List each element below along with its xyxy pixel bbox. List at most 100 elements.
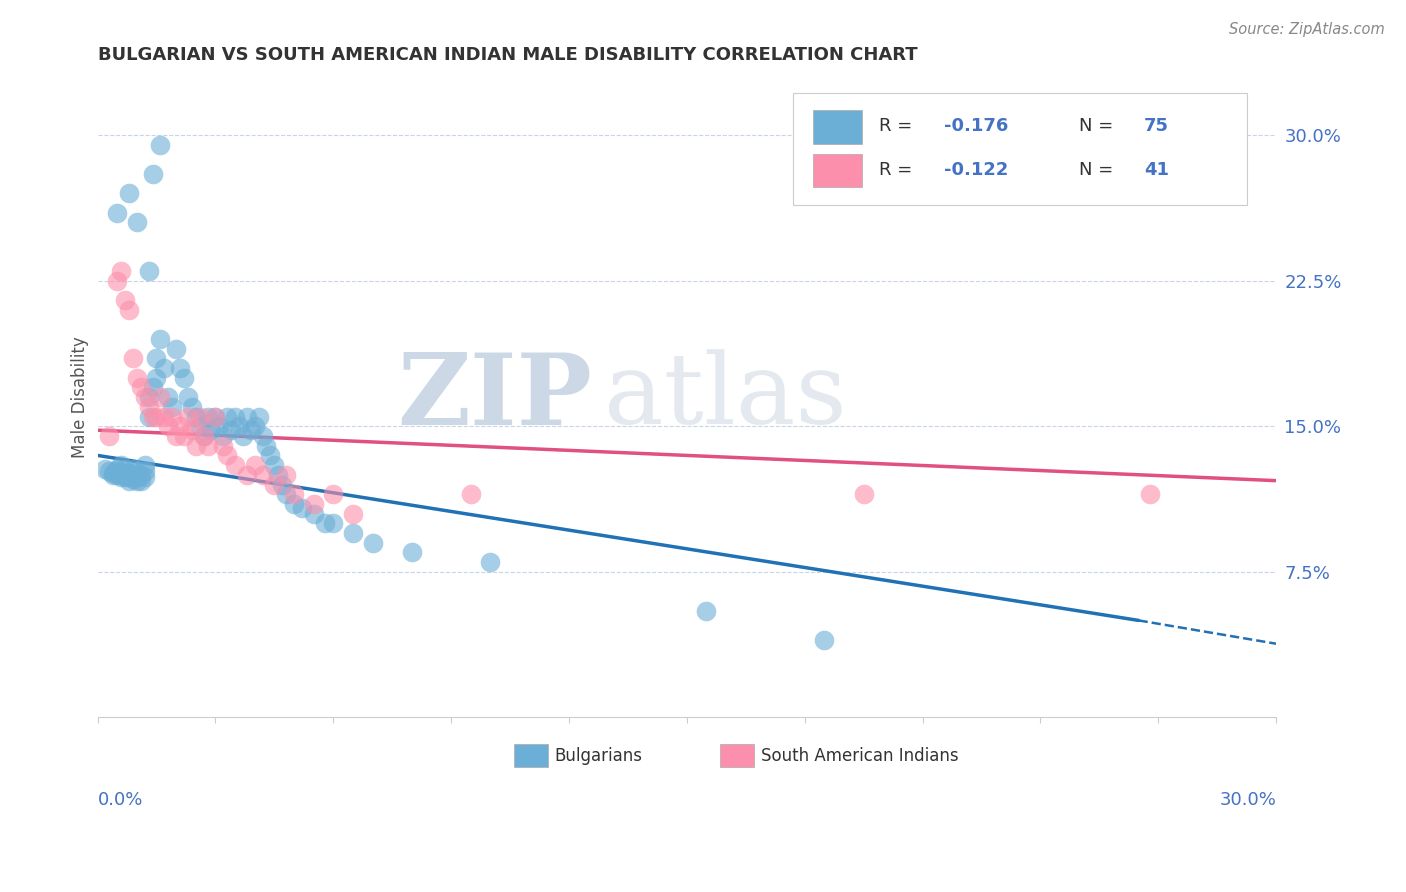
Point (695, 604, 717, 618)
Point (110, 458, 132, 472)
FancyBboxPatch shape (813, 153, 862, 187)
Point (200, 423, 222, 437)
Text: ZIP: ZIP (398, 349, 592, 446)
Point (129, 474, 152, 488)
Point (1139, 487, 1161, 501)
Point (138, 390, 160, 404)
Text: 75: 75 (1144, 117, 1168, 136)
Point (243, 458, 266, 472)
Point (342, 526, 364, 541)
Point (169, 361, 191, 376)
Point (105, 462, 128, 476)
Point (256, 439, 278, 453)
Point (105, 464, 128, 478)
Point (118, 469, 141, 483)
Point (247, 409, 270, 424)
Point (267, 467, 290, 482)
Point (145, 351, 167, 366)
Point (122, 467, 145, 482)
Point (813, 632, 835, 647)
Point (157, 390, 180, 404)
Point (129, 467, 152, 482)
Point (276, 467, 298, 482)
Point (322, 516, 344, 531)
Point (122, 462, 145, 476)
Point (276, 487, 298, 501)
Point (98, 429, 121, 443)
Point (142, 380, 165, 394)
Point (110, 469, 132, 483)
Point (219, 423, 242, 437)
Text: 30.0%: 30.0% (1219, 791, 1277, 809)
FancyBboxPatch shape (793, 93, 1247, 205)
Point (291, 500, 314, 515)
Point (184, 439, 207, 453)
Point (125, 371, 148, 385)
Point (271, 477, 294, 491)
FancyBboxPatch shape (720, 744, 754, 767)
Point (197, 409, 219, 424)
Point (138, 264, 160, 278)
Point (138, 409, 160, 424)
Point (204, 409, 226, 424)
Text: Source: ZipAtlas.com: Source: ZipAtlas.com (1229, 22, 1385, 37)
Point (122, 351, 145, 366)
Point (134, 464, 156, 478)
Text: BULGARIAN VS SOUTH AMERICAN INDIAN MALE DISABILITY CORRELATION CHART: BULGARIAN VS SOUTH AMERICAN INDIAN MALE … (97, 46, 917, 64)
Point (479, 555, 502, 569)
FancyBboxPatch shape (813, 111, 862, 144)
FancyBboxPatch shape (513, 744, 548, 767)
Point (180, 423, 202, 437)
Point (134, 469, 156, 483)
Point (314, 516, 336, 531)
Point (252, 429, 274, 443)
Point (177, 409, 200, 424)
Point (204, 409, 226, 424)
Point (165, 429, 187, 443)
Point (263, 477, 285, 491)
Text: R =: R = (879, 161, 918, 178)
Point (134, 458, 156, 472)
Point (460, 487, 482, 501)
Point (193, 429, 215, 443)
Point (236, 467, 259, 482)
Point (165, 342, 187, 356)
Point (852, 487, 875, 501)
Point (114, 293, 136, 307)
Point (212, 439, 235, 453)
Point (259, 449, 281, 463)
Point (184, 409, 207, 424)
Point (114, 467, 136, 482)
Point (188, 419, 211, 434)
Text: 41: 41 (1144, 161, 1168, 178)
Point (142, 409, 165, 424)
Point (302, 507, 325, 521)
Point (103, 466, 125, 480)
Point (173, 429, 195, 443)
Point (217, 409, 239, 424)
Point (232, 429, 254, 443)
Point (239, 423, 262, 437)
Point (180, 400, 202, 414)
Point (217, 449, 239, 463)
Point (197, 439, 219, 453)
Text: N =: N = (1080, 117, 1119, 136)
Point (212, 429, 235, 443)
Point (125, 215, 148, 229)
Point (263, 458, 285, 472)
Point (153, 409, 176, 424)
Point (114, 469, 136, 483)
Text: -0.176: -0.176 (943, 117, 1008, 136)
Point (224, 458, 246, 472)
Point (188, 409, 211, 424)
Point (118, 474, 141, 488)
Point (103, 467, 125, 482)
Point (153, 361, 176, 376)
Point (149, 137, 172, 152)
Point (105, 274, 128, 288)
Point (118, 466, 141, 480)
Point (160, 400, 183, 414)
Point (173, 371, 195, 385)
Point (145, 371, 167, 385)
Point (252, 467, 274, 482)
